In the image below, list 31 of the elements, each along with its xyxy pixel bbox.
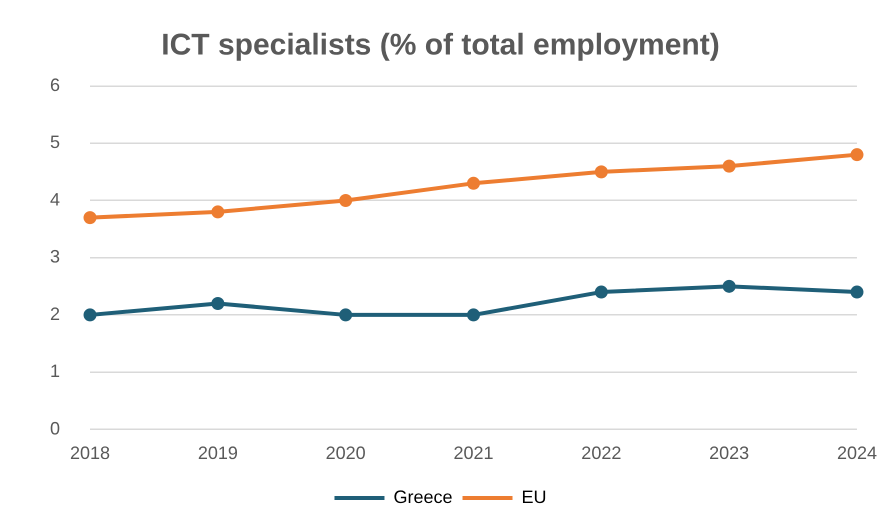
- point: [850, 286, 864, 299]
- x-tick-label: 2021: [453, 443, 494, 464]
- legend-label: EU: [522, 486, 547, 507]
- point: [211, 296, 224, 310]
- point: [594, 286, 608, 299]
- point: [722, 160, 736, 173]
- y-tick-label: 5: [50, 132, 60, 152]
- x-tick-label: 2018: [70, 443, 110, 464]
- point: [84, 211, 97, 224]
- point: [339, 194, 352, 207]
- point: [339, 308, 352, 322]
- x-tick-label: 2022: [581, 443, 622, 464]
- y-tick-label: 6: [50, 74, 60, 95]
- point: [722, 280, 736, 293]
- x-tick-label: 2024: [836, 443, 877, 464]
- point: [466, 308, 480, 322]
- x-tick-label: 2019: [198, 443, 238, 464]
- point: [211, 205, 224, 218]
- x-tick-label: 2023: [709, 443, 750, 464]
- y-tick-label: 4: [50, 189, 60, 210]
- y-tick-label: 0: [50, 418, 60, 438]
- chart-title: ICT specialists (% of total employment): [161, 28, 720, 62]
- point: [466, 176, 480, 190]
- point: [594, 165, 608, 178]
- legend-label: Greece: [393, 486, 453, 507]
- y-tick-label: 2: [50, 304, 60, 324]
- x-tick-label: 2020: [326, 443, 366, 464]
- y-tick-label: 3: [50, 246, 60, 267]
- point: [850, 148, 864, 162]
- y-tick-label: 1: [50, 361, 60, 382]
- point: [84, 308, 97, 322]
